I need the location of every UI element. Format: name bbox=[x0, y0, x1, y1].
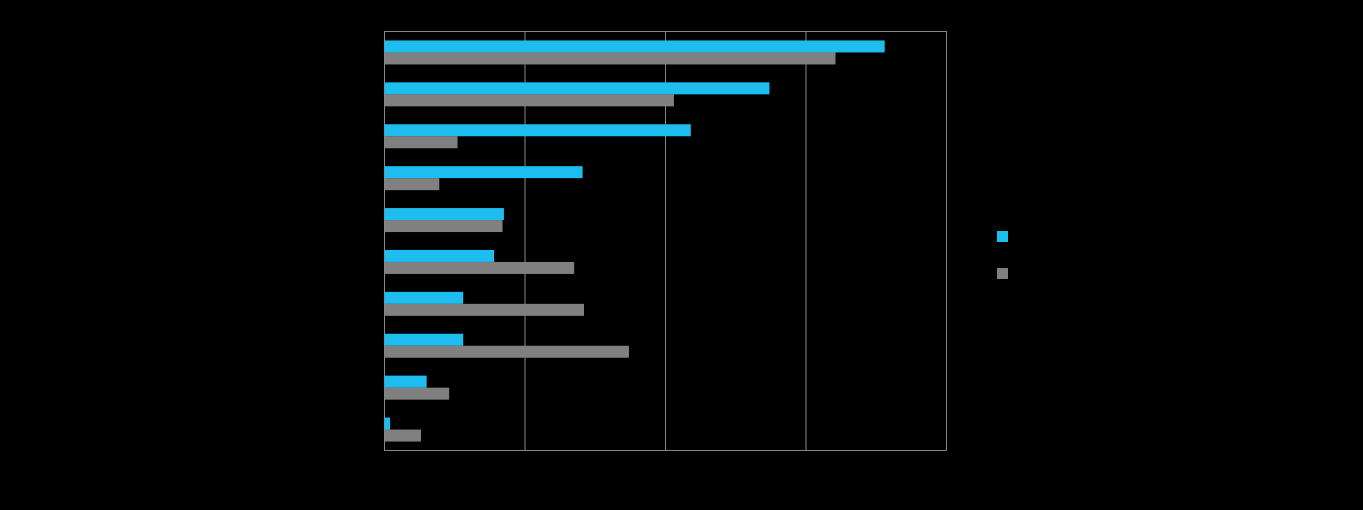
bar bbox=[384, 303, 585, 316]
bar bbox=[384, 220, 503, 233]
bar bbox=[384, 249, 495, 262]
bar bbox=[384, 417, 391, 430]
bar bbox=[384, 333, 464, 346]
bar bbox=[384, 345, 629, 358]
bar bbox=[384, 208, 504, 221]
bar bbox=[384, 40, 885, 53]
bar bbox=[384, 52, 836, 65]
legend-swatch bbox=[997, 268, 1008, 279]
plot-border bbox=[384, 31, 947, 451]
bar bbox=[384, 82, 770, 95]
legend-swatch bbox=[997, 231, 1008, 242]
bar bbox=[384, 94, 674, 107]
bar bbox=[384, 387, 450, 400]
bar bbox=[384, 178, 440, 191]
bar bbox=[384, 429, 422, 442]
bar bbox=[384, 291, 464, 304]
bar bbox=[384, 375, 427, 388]
bar bbox=[384, 261, 575, 274]
bar bbox=[384, 136, 458, 149]
bar bbox=[384, 166, 583, 179]
bar bbox=[384, 124, 691, 137]
